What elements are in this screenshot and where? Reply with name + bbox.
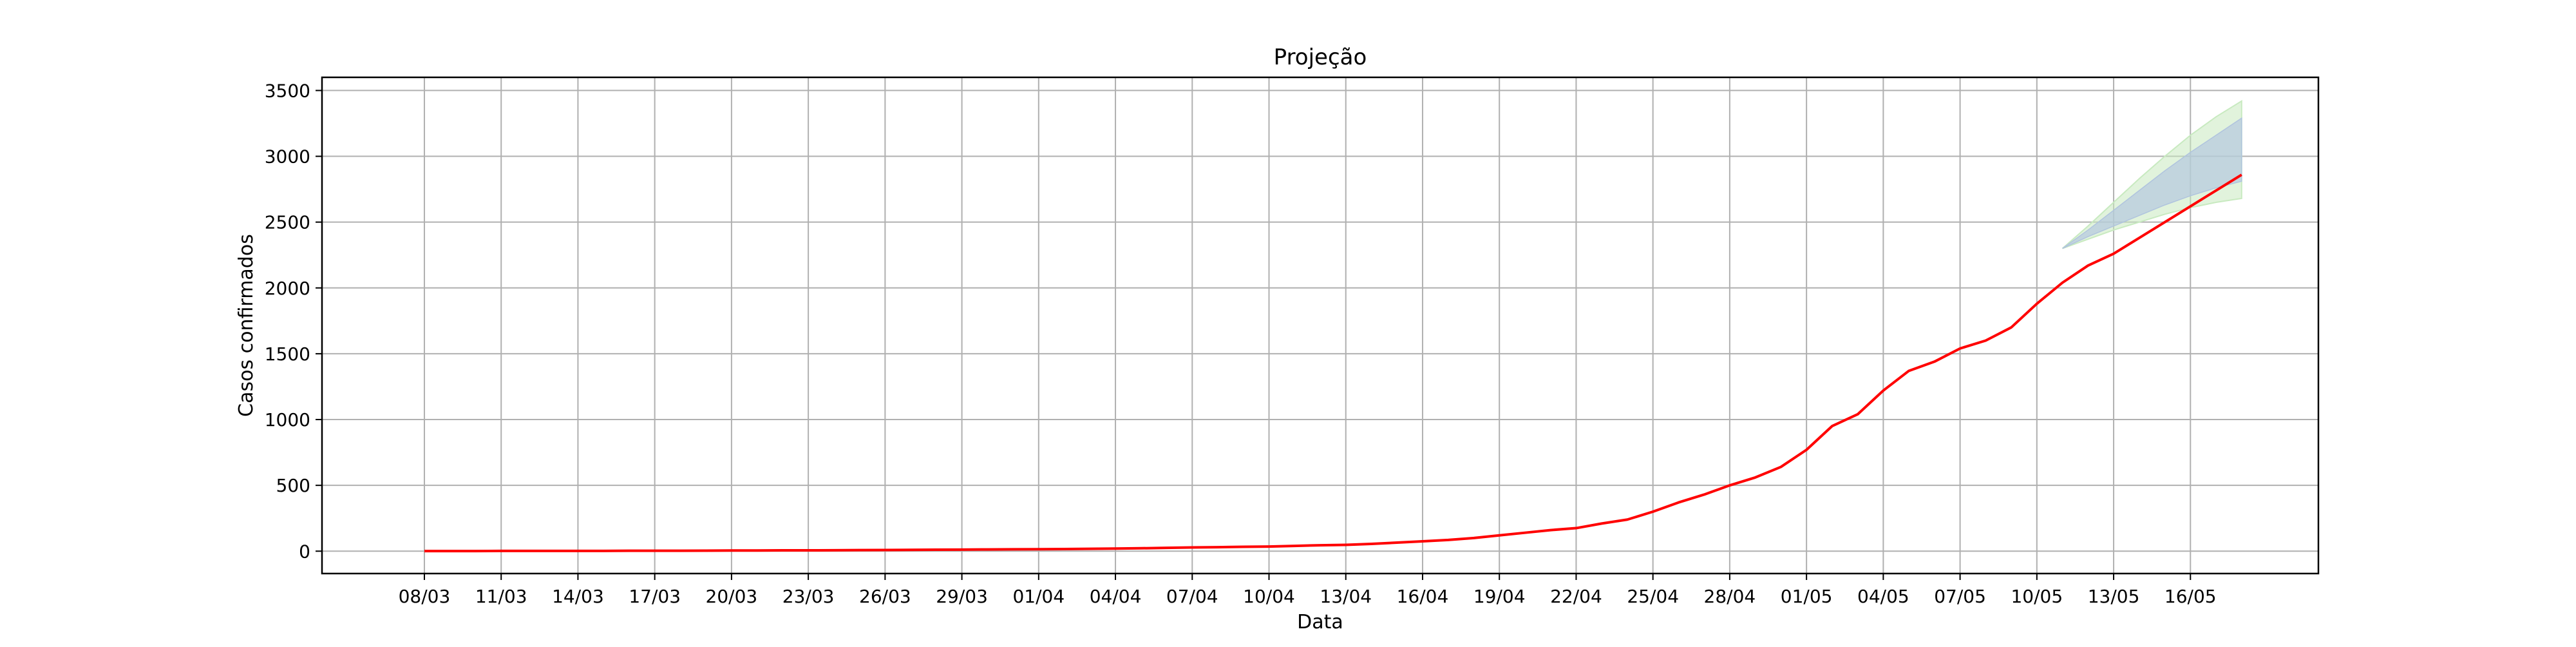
x-tick-label: 16/05 bbox=[2164, 586, 2217, 607]
x-tick-label: 08/03 bbox=[399, 586, 451, 607]
x-tick-label: 01/05 bbox=[1781, 586, 1833, 607]
y-tick-label: 3000 bbox=[265, 146, 310, 168]
x-tick-label: 22/04 bbox=[1550, 586, 1602, 607]
y-tick-label: 1000 bbox=[265, 409, 310, 430]
x-tick-label: 10/04 bbox=[1243, 586, 1295, 607]
x-tick-label: 25/04 bbox=[1627, 586, 1679, 607]
inner-confidence-band bbox=[2062, 117, 2242, 249]
x-tick-label: 17/03 bbox=[629, 586, 681, 607]
plot-frame bbox=[321, 76, 2320, 575]
x-tick-label: 10/05 bbox=[2011, 586, 2063, 607]
y-tick-label: 3500 bbox=[265, 80, 310, 101]
x-tick-label: 19/04 bbox=[1473, 586, 1526, 607]
x-tick-label: 14/03 bbox=[552, 586, 604, 607]
x-tick-label: 20/03 bbox=[706, 586, 758, 607]
confidence-bands bbox=[2061, 99, 2242, 249]
x-tick-label: 26/03 bbox=[859, 586, 911, 607]
x-axis-label: Data bbox=[1297, 611, 1343, 633]
x-tick-label: 28/04 bbox=[1704, 586, 1756, 607]
x-tick-label: 01/04 bbox=[1012, 586, 1065, 607]
gridlines bbox=[322, 77, 2318, 574]
y-tick-label: 0 bbox=[299, 541, 310, 562]
confirmed-cases-line bbox=[424, 173, 2242, 553]
x-tick-label: 04/04 bbox=[1090, 586, 1142, 607]
y-tick-label: 1500 bbox=[265, 343, 310, 365]
x-tick-label: 29/03 bbox=[936, 586, 988, 607]
y-axis-label: Casos confirmados bbox=[235, 234, 258, 417]
x-axis-ticks: 08/03 11/03 14/03 17/03 20/03 23/03 26/03 29/03… bbox=[399, 574, 2217, 607]
x-tick-label: 13/05 bbox=[2088, 586, 2140, 607]
y-tick-label: 500 bbox=[276, 475, 310, 496]
series-lines bbox=[424, 173, 2242, 553]
x-tick-label: 07/05 bbox=[1934, 586, 1986, 607]
x-tick-label: 04/05 bbox=[1857, 586, 1909, 607]
x-tick-label: 23/03 bbox=[782, 586, 835, 607]
y-axis-ticks: 0 500 1000 1500 2000 2500 3000 3500 bbox=[265, 80, 322, 562]
x-tick-label: 11/03 bbox=[475, 586, 527, 607]
y-tick-label: 2500 bbox=[265, 212, 310, 233]
chart-title: Projeção bbox=[1274, 44, 1367, 70]
x-tick-label: 07/04 bbox=[1166, 586, 1218, 607]
x-tick-label: 13/04 bbox=[1320, 586, 1372, 607]
y-tick-label: 2000 bbox=[265, 278, 310, 299]
x-tick-label: 16/04 bbox=[1397, 586, 1449, 607]
